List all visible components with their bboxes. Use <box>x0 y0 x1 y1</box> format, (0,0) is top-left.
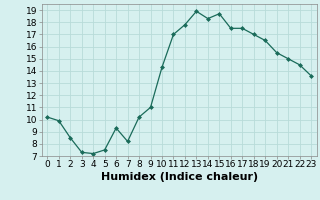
X-axis label: Humidex (Indice chaleur): Humidex (Indice chaleur) <box>100 172 258 182</box>
